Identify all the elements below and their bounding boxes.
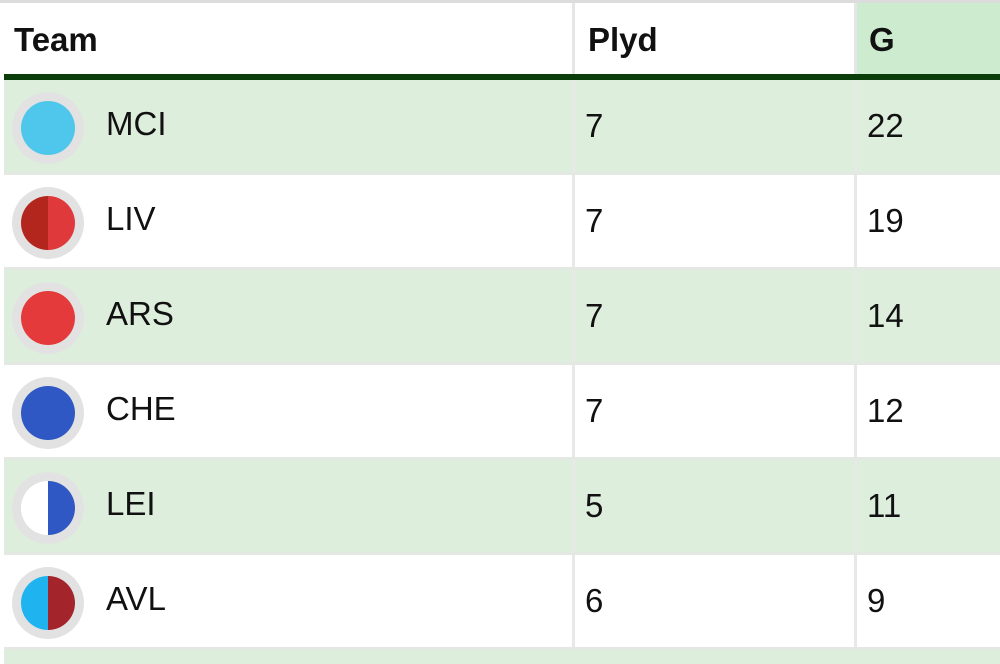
table-row[interactable]: CHE 7 12 — [4, 365, 1000, 460]
crest-disc — [21, 291, 75, 345]
played-cell: 7 — [572, 80, 854, 172]
avl-crest-icon — [12, 567, 84, 639]
crest-disc — [21, 386, 75, 440]
table-row[interactable]: ARS 7 14 — [4, 270, 1000, 365]
team-cell: MCI — [4, 80, 572, 172]
team-cell: ARS — [4, 270, 572, 362]
crest-disc — [21, 101, 75, 155]
played-cell: 5 — [572, 460, 854, 552]
team-name: LEI — [106, 485, 156, 522]
team-name: LIV — [106, 200, 156, 237]
table-row-partial — [4, 650, 1000, 664]
goals-cell: 19 — [854, 175, 1000, 267]
column-header-goals[interactable]: G — [854, 3, 1000, 77]
goals-cell: 12 — [854, 365, 1000, 457]
table-body: MCI 7 22 LIV 7 19 ARS 7 14 CHE — [4, 80, 1000, 664]
crest-disc — [21, 481, 75, 535]
played-cell: 6 — [572, 555, 854, 647]
table-row[interactable]: MCI 7 22 — [4, 80, 1000, 175]
team-name: MCI — [106, 105, 167, 142]
goals-cell: 9 — [854, 555, 1000, 647]
crest-disc — [21, 196, 75, 250]
goals-cell: 11 — [854, 460, 1000, 552]
liv-crest-icon — [12, 187, 84, 259]
table-row[interactable]: AVL 6 9 — [4, 555, 1000, 650]
column-header-played[interactable]: Plyd — [572, 3, 854, 77]
team-cell: LEI — [4, 460, 572, 552]
lei-crest-icon — [12, 472, 84, 544]
played-cell: 7 — [572, 270, 854, 362]
team-name: CHE — [106, 390, 176, 427]
mci-crest-icon — [12, 92, 84, 164]
ars-crest-icon — [12, 282, 84, 354]
crest-disc — [21, 576, 75, 630]
goals-cell: 22 — [854, 80, 1000, 172]
team-cell: CHE — [4, 365, 572, 457]
team-cell: AVL — [4, 555, 572, 647]
played-cell: 7 — [572, 175, 854, 267]
team-name: ARS — [106, 295, 174, 332]
table-row[interactable]: LIV 7 19 — [4, 175, 1000, 270]
team-cell: LIV — [4, 175, 572, 267]
goals-cell: 14 — [854, 270, 1000, 362]
che-crest-icon — [12, 377, 84, 449]
column-header-team[interactable]: Team — [14, 21, 98, 58]
header-divider — [4, 74, 1000, 80]
table-header: Team Plyd G — [0, 0, 1000, 80]
table-row[interactable]: LEI 5 11 — [4, 460, 1000, 555]
team-name: AVL — [106, 580, 166, 617]
played-cell: 7 — [572, 365, 854, 457]
